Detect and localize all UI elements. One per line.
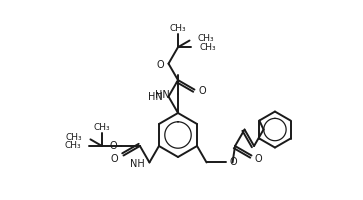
Text: O: O — [111, 154, 118, 164]
Text: O: O — [157, 60, 164, 70]
Text: CH₃: CH₃ — [66, 133, 82, 142]
Text: NH: NH — [130, 159, 144, 169]
Text: CH₃: CH₃ — [64, 142, 81, 150]
Text: O: O — [109, 141, 117, 151]
Text: CH₃: CH₃ — [199, 43, 216, 52]
Text: HN: HN — [155, 90, 170, 100]
Text: CH₃: CH₃ — [170, 24, 186, 33]
Text: O: O — [199, 86, 206, 96]
Text: O: O — [254, 154, 262, 164]
Text: CH₃: CH₃ — [94, 123, 110, 132]
Text: O: O — [229, 157, 237, 167]
Text: HN: HN — [148, 92, 163, 102]
Text: CH₃: CH₃ — [197, 34, 214, 43]
